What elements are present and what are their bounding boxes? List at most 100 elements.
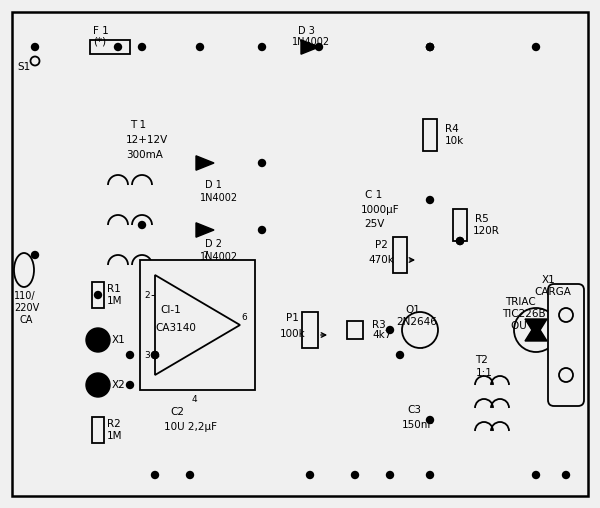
- Text: P1: P1: [286, 313, 299, 323]
- Text: 1M: 1M: [107, 431, 122, 441]
- Text: D 3: D 3: [298, 26, 315, 36]
- Circle shape: [259, 44, 265, 50]
- Text: 2N2646: 2N2646: [396, 317, 437, 327]
- Text: 12+12V: 12+12V: [126, 135, 168, 145]
- Circle shape: [427, 471, 433, 479]
- Circle shape: [197, 44, 203, 50]
- Bar: [347, 321, 363, 339]
- Bar: [423, 119, 437, 151]
- Text: 120R: 120R: [473, 226, 500, 236]
- Circle shape: [259, 160, 265, 167]
- Polygon shape: [155, 275, 240, 375]
- Text: CARGA: CARGA: [534, 287, 571, 297]
- Circle shape: [259, 227, 265, 234]
- Text: R5: R5: [475, 214, 489, 224]
- Text: D 2: D 2: [205, 239, 222, 249]
- Text: 2: 2: [144, 292, 149, 301]
- Circle shape: [31, 56, 40, 66]
- Polygon shape: [525, 319, 547, 337]
- Text: 4k7: 4k7: [372, 330, 391, 340]
- Text: X1: X1: [542, 275, 556, 285]
- Text: R2: R2: [107, 419, 121, 429]
- Circle shape: [95, 292, 101, 299]
- Bar: [453, 209, 467, 241]
- Circle shape: [427, 44, 433, 50]
- Text: 1N4002: 1N4002: [200, 193, 238, 203]
- Circle shape: [187, 471, 193, 479]
- Circle shape: [514, 308, 558, 352]
- Text: CI-1: CI-1: [160, 305, 181, 315]
- Circle shape: [386, 327, 394, 333]
- Bar: [393, 237, 407, 273]
- Circle shape: [559, 308, 573, 322]
- Circle shape: [402, 312, 438, 348]
- Text: F 1: F 1: [93, 26, 109, 36]
- Text: 4: 4: [192, 396, 197, 404]
- Text: -: -: [150, 290, 155, 302]
- Circle shape: [533, 471, 539, 479]
- Text: 100k: 100k: [280, 329, 306, 339]
- Text: 7: 7: [202, 250, 208, 260]
- Text: 10U 2,2μF: 10U 2,2μF: [164, 422, 217, 432]
- Bar: [92, 282, 104, 308]
- Text: 25V: 25V: [364, 219, 385, 229]
- Circle shape: [427, 44, 433, 50]
- Text: P2: P2: [375, 240, 388, 250]
- Text: S1: S1: [17, 62, 30, 72]
- Text: 470k: 470k: [368, 255, 394, 265]
- Text: D 1: D 1: [205, 180, 222, 190]
- Circle shape: [533, 44, 539, 50]
- Bar: [90, 40, 130, 54]
- Text: 1000μF: 1000μF: [361, 205, 400, 215]
- Text: 10k: 10k: [445, 136, 464, 146]
- Text: 300mA: 300mA: [126, 150, 163, 160]
- Text: Q1: Q1: [405, 305, 420, 315]
- Text: TIC226B: TIC226B: [502, 309, 545, 319]
- Polygon shape: [301, 40, 319, 54]
- Text: 3: 3: [144, 352, 150, 361]
- Text: 1M: 1M: [107, 296, 122, 306]
- Text: X2: X2: [112, 380, 126, 390]
- Ellipse shape: [14, 253, 34, 287]
- Circle shape: [139, 221, 146, 229]
- Bar: [140, 260, 255, 390]
- Text: 1N4002: 1N4002: [200, 252, 238, 262]
- Text: TRIAC: TRIAC: [505, 297, 536, 307]
- Circle shape: [397, 352, 404, 359]
- Circle shape: [86, 373, 110, 397]
- Circle shape: [86, 328, 110, 352]
- Text: +: +: [150, 350, 161, 363]
- Text: 6: 6: [241, 312, 247, 322]
- Circle shape: [427, 197, 433, 204]
- Text: X1: X1: [112, 335, 126, 345]
- Polygon shape: [525, 324, 547, 341]
- Circle shape: [559, 368, 573, 382]
- Text: (*): (*): [93, 37, 106, 47]
- Text: T 1: T 1: [130, 120, 146, 130]
- Circle shape: [457, 238, 464, 244]
- Circle shape: [115, 44, 121, 50]
- Circle shape: [427, 417, 433, 424]
- Circle shape: [127, 352, 133, 359]
- Circle shape: [386, 471, 394, 479]
- Circle shape: [307, 471, 314, 479]
- Text: 1:1: 1:1: [476, 368, 493, 378]
- Text: C2: C2: [170, 407, 184, 417]
- Bar: [92, 417, 104, 443]
- Text: C 1: C 1: [365, 190, 382, 200]
- Circle shape: [32, 44, 38, 50]
- Circle shape: [457, 238, 464, 244]
- Circle shape: [139, 44, 146, 50]
- Text: R1: R1: [107, 284, 121, 294]
- Text: CA3140: CA3140: [155, 323, 196, 333]
- Circle shape: [427, 44, 433, 50]
- Text: 1N4002: 1N4002: [292, 37, 330, 47]
- Text: OU D: OU D: [511, 321, 538, 331]
- Circle shape: [151, 352, 158, 359]
- Circle shape: [316, 44, 323, 50]
- Text: CA: CA: [19, 315, 32, 325]
- Circle shape: [151, 471, 158, 479]
- FancyBboxPatch shape: [548, 284, 584, 406]
- Text: T2: T2: [475, 355, 488, 365]
- Polygon shape: [196, 156, 214, 170]
